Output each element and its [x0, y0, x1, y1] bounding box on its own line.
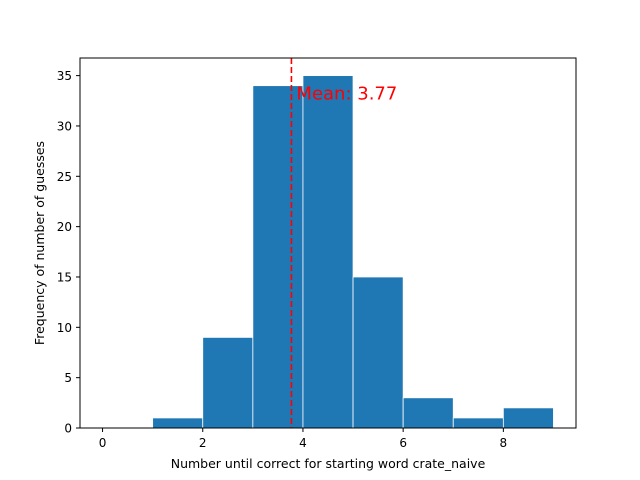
histogram-bar	[302, 75, 354, 429]
histogram-bar	[202, 336, 254, 429]
histogram-bar	[402, 397, 454, 429]
y-tick-label: 30	[57, 119, 72, 133]
y-axis-label: Frequency of number of guesses	[32, 141, 47, 345]
y-tick-label: 20	[57, 220, 72, 234]
histogram-bar	[152, 417, 204, 429]
x-tick-label: 4	[299, 436, 307, 450]
y-tick-label: 10	[57, 321, 72, 335]
x-tick-label: 6	[399, 436, 407, 450]
x-tick-label: 8	[500, 436, 508, 450]
y-tick-label: 0	[64, 422, 72, 436]
histogram-bar	[452, 417, 504, 429]
y-tick-label: 5	[64, 371, 72, 385]
x-tick-label: 2	[199, 436, 207, 450]
axes-frame	[79, 57, 577, 429]
y-axis-ticks: 0 5 10 15 20 25 30 35	[57, 69, 80, 436]
y-tick-label: 25	[57, 170, 72, 184]
y-tick-label: 15	[57, 270, 72, 284]
histogram-bar	[502, 407, 554, 429]
y-tick-label: 35	[57, 69, 72, 83]
histogram-bars	[152, 75, 554, 429]
mean-annotation: Mean: 3.77	[296, 84, 397, 105]
x-axis-label: Number until correct for starting word c…	[171, 456, 486, 471]
histogram-bar	[352, 276, 404, 429]
histogram-bar	[252, 85, 304, 429]
x-axis-ticks: 0 2 4 6 8	[99, 428, 507, 450]
x-tick-label: 0	[99, 436, 107, 450]
